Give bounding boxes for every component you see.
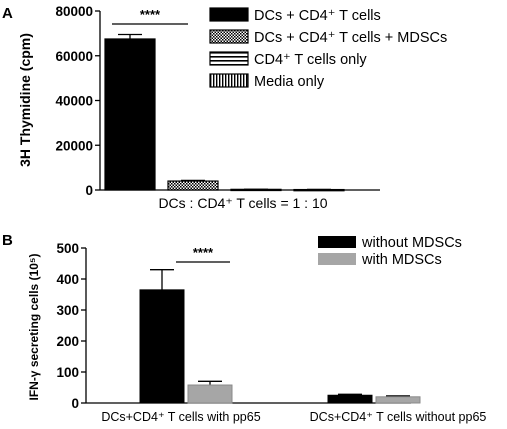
panel-a-ytick-label: 0 [85,183,93,198]
panel-a-legend-label: DCs + CD4⁺ T cells + MDSCs [254,30,447,46]
panel-b-category-label-1: DCs+CD4⁺ T cells with pp65 [101,410,260,424]
panel-b-bar [187,384,233,404]
panel-a-legend-swatch [209,29,249,44]
panel-a-legend-swatch [209,51,249,66]
panel-a-ylabel: 3H Thymidine (cpm) [17,33,33,167]
panel-a-yticks: 0 20000 40000 60000 80000 [55,4,100,198]
panel-b-sig-label: **** [193,245,214,260]
panel-b-bars [139,269,421,404]
panel-b-ytick-label: 500 [56,241,79,256]
panel-b-legend-swatch [318,236,356,248]
panel-b-ytick-label: 400 [56,272,79,287]
panel-a-legend-label: CD4⁺ T cells only [254,52,367,68]
panel-b-ytick-label: 100 [56,365,79,380]
panel-b-yticks: 0 100 200 300 400 500 [56,241,86,411]
panel-b-ytick-label: 300 [56,303,79,318]
panel-a-bar [293,188,345,192]
panel-b-ytick-label: 0 [71,396,79,411]
panel-a-significance: **** [112,7,188,25]
panel-a-legend-swatch [209,73,249,88]
panel-b-ylabel: IFN-γ secreting cells (10⁵) [27,253,41,400]
panel-b-legend-label: without MDSCs [361,235,462,251]
panel-b-category-label-2: DCs+CD4⁺ T cells without pp65 [310,410,487,424]
panel-a-bars [104,33,345,192]
panel-a-ytick-label: 20000 [55,138,93,153]
panel-a-sig-label: **** [140,7,161,22]
panel-a-bar [167,180,219,191]
panel-b-significance: **** [176,245,230,263]
panel-a-bar [104,38,156,191]
panel-b-legend-swatch [318,253,356,265]
panel-a-ytick-label: 60000 [55,49,93,64]
panel-a-legend: DCs + CD4⁺ T cells DCs + CD4⁺ T cells + M… [209,7,447,90]
panel-a-label: A [2,5,13,22]
panel-b-bar [139,289,185,404]
panel-b-ytick-label: 200 [56,334,79,349]
panel-a-bar [230,188,282,192]
panel-a-ytick-label: 40000 [55,94,93,109]
panel-a: A 3H Thymidine (cpm) 0 20000 40000 60000 800… [2,4,447,211]
panel-a-ytick-label: 80000 [55,4,93,19]
panel-a-legend-label: Media only [254,74,325,90]
panel-b-label: B [2,232,13,249]
panel-a-legend-label: DCs + CD4⁺ T cells [254,8,381,24]
panel-a-xlabel: DCs : CD4⁺ T cells = 1 : 10 [158,195,327,211]
panel-b-bar [375,396,421,404]
panel-b: B IFN-γ secreting cells (10⁵) 0 100 200 300… [2,232,486,424]
panel-b-bar [327,394,373,404]
panel-b-legend-label: with MDSCs [361,252,442,268]
panel-a-legend-swatch [209,7,249,22]
